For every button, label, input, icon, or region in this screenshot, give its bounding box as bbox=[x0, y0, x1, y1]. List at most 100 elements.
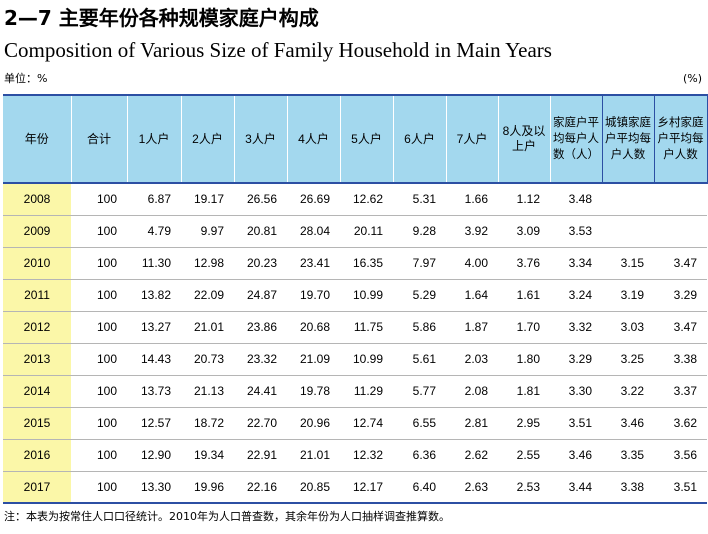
cell-avg: 3.30 bbox=[550, 375, 602, 408]
header-rural-average: 乡村家庭户平均每户人数 bbox=[653, 94, 708, 184]
cell-p1: 13.73 bbox=[127, 375, 181, 408]
cell-p8: 1.61 bbox=[498, 279, 550, 312]
cell-p5: 20.11 bbox=[340, 215, 393, 248]
header-6-person: 6人户 bbox=[392, 94, 446, 184]
cell-p8: 1.70 bbox=[498, 311, 550, 344]
cell-p5: 11.29 bbox=[340, 375, 393, 408]
cell-avg: 3.53 bbox=[550, 215, 602, 248]
cell-p6: 6.36 bbox=[393, 439, 446, 472]
cell-p7: 2.63 bbox=[446, 471, 498, 504]
table-title-chinese: 2—7 主要年份各种规模家庭户构成 bbox=[4, 6, 319, 30]
cell-p2: 21.13 bbox=[181, 375, 234, 408]
cell-urban: 3.03 bbox=[602, 311, 654, 344]
header-total: 合计 bbox=[70, 94, 127, 184]
header-8-plus-person: 8人及以上户 bbox=[497, 94, 550, 184]
cell-total: 100 bbox=[71, 343, 127, 376]
cell-p2: 22.09 bbox=[181, 279, 234, 312]
cell-p1: 12.57 bbox=[127, 407, 181, 440]
cell-avg: 3.51 bbox=[550, 407, 602, 440]
cell-p8: 2.55 bbox=[498, 439, 550, 472]
cell-urban: 3.15 bbox=[602, 247, 654, 280]
cell-avg: 3.34 bbox=[550, 247, 602, 280]
cell-avg: 3.32 bbox=[550, 311, 602, 344]
cell-total: 100 bbox=[71, 311, 127, 344]
cell-rural: 3.56 bbox=[654, 439, 707, 472]
cell-p2: 18.72 bbox=[181, 407, 234, 440]
cell-p1: 6.87 bbox=[127, 183, 181, 216]
cell-p4: 23.41 bbox=[287, 247, 340, 280]
cell-p5: 12.32 bbox=[340, 439, 393, 472]
table-row: 2011 100 13.82 22.09 24.87 19.70 10.99 5.29 1.64… bbox=[3, 279, 707, 312]
cell-p1: 14.43 bbox=[127, 343, 181, 376]
cell-p6: 5.61 bbox=[393, 343, 446, 376]
header-1-person: 1人户 bbox=[126, 94, 181, 184]
cell-year: 2017 bbox=[3, 471, 71, 504]
cell-p5: 12.62 bbox=[340, 183, 393, 216]
cell-year: 2012 bbox=[3, 311, 71, 344]
cell-rural: 3.47 bbox=[654, 247, 707, 280]
cell-p3: 20.23 bbox=[234, 247, 287, 280]
cell-p1: 12.90 bbox=[127, 439, 181, 472]
cell-year: 2009 bbox=[3, 215, 71, 248]
cell-rural: 3.38 bbox=[654, 343, 707, 376]
cell-p5: 11.75 bbox=[340, 311, 393, 344]
table-row: 2010 100 11.30 12.98 20.23 23.41 16.35 7.97 4.00… bbox=[3, 247, 707, 280]
table-body: 2008 100 6.87 19.17 26.56 26.69 12.62 5.31 1.66 1… bbox=[3, 183, 707, 504]
cell-p6: 6.40 bbox=[393, 471, 446, 504]
cell-p3: 22.70 bbox=[234, 407, 287, 440]
cell-total: 100 bbox=[71, 279, 127, 312]
cell-rural bbox=[654, 215, 707, 248]
cell-p8: 1.12 bbox=[498, 183, 550, 216]
cell-p4: 20.68 bbox=[287, 311, 340, 344]
cell-p4: 21.01 bbox=[287, 439, 340, 472]
cell-p3: 22.91 bbox=[234, 439, 287, 472]
cell-p5: 16.35 bbox=[340, 247, 393, 280]
cell-p2: 19.96 bbox=[181, 471, 234, 504]
cell-p6: 5.31 bbox=[393, 183, 446, 216]
cell-p8: 2.95 bbox=[498, 407, 550, 440]
table-footnote: 注：本表为按常住人口口径统计。2010年为人口普查数，其余年份为人口抽样调查推算… bbox=[4, 510, 450, 523]
cell-p1: 11.30 bbox=[127, 247, 181, 280]
header-7-person: 7人户 bbox=[445, 94, 498, 184]
cell-total: 100 bbox=[71, 407, 127, 440]
header-5-person: 5人户 bbox=[339, 94, 393, 184]
cell-urban: 3.35 bbox=[602, 439, 654, 472]
table-row: 2017 100 13.30 19.96 22.16 20.85 12.17 6.40 2.63… bbox=[3, 471, 707, 504]
cell-rural bbox=[654, 183, 707, 216]
cell-total: 100 bbox=[71, 183, 127, 216]
table-row: 2016 100 12.90 19.34 22.91 21.01 12.32 6.36 2.62… bbox=[3, 439, 707, 472]
cell-p8: 2.53 bbox=[498, 471, 550, 504]
cell-p2: 9.97 bbox=[181, 215, 234, 248]
cell-rural: 3.37 bbox=[654, 375, 707, 408]
cell-p6: 9.28 bbox=[393, 215, 446, 248]
cell-p7: 4.00 bbox=[446, 247, 498, 280]
header-3-person: 3人户 bbox=[233, 94, 287, 184]
cell-urban bbox=[602, 215, 654, 248]
cell-p4: 26.69 bbox=[287, 183, 340, 216]
cell-p1: 4.79 bbox=[127, 215, 181, 248]
household-composition-table: 年份 合计 1人户 2人户 3人户 4人户 5人户 6人户 7人户 8人及以上户… bbox=[3, 94, 708, 504]
cell-urban: 3.25 bbox=[602, 343, 654, 376]
cell-p7: 1.66 bbox=[446, 183, 498, 216]
cell-p5: 10.99 bbox=[340, 279, 393, 312]
cell-p5: 10.99 bbox=[340, 343, 393, 376]
cell-p8: 1.81 bbox=[498, 375, 550, 408]
cell-year: 2011 bbox=[3, 279, 71, 312]
cell-p8: 1.80 bbox=[498, 343, 550, 376]
cell-p2: 21.01 bbox=[181, 311, 234, 344]
cell-rural: 3.29 bbox=[654, 279, 707, 312]
header-average-size: 家庭户平均每户人数（人） bbox=[549, 94, 602, 184]
cell-year: 2015 bbox=[3, 407, 71, 440]
cell-p6: 5.77 bbox=[393, 375, 446, 408]
cell-p8: 3.76 bbox=[498, 247, 550, 280]
cell-rural: 3.47 bbox=[654, 311, 707, 344]
cell-p4: 20.96 bbox=[287, 407, 340, 440]
header-row: 年份 合计 1人户 2人户 3人户 4人户 5人户 6人户 7人户 8人及以上户… bbox=[3, 94, 708, 184]
table-row: 2012 100 13.27 21.01 23.86 20.68 11.75 5.86 1.87… bbox=[3, 311, 707, 344]
cell-p1: 13.27 bbox=[127, 311, 181, 344]
cell-p4: 19.70 bbox=[287, 279, 340, 312]
cell-p7: 2.03 bbox=[446, 343, 498, 376]
cell-avg: 3.46 bbox=[550, 439, 602, 472]
cell-p4: 20.85 bbox=[287, 471, 340, 504]
table-row: 2013 100 14.43 20.73 23.32 21.09 10.99 5.61 2.03… bbox=[3, 343, 707, 376]
